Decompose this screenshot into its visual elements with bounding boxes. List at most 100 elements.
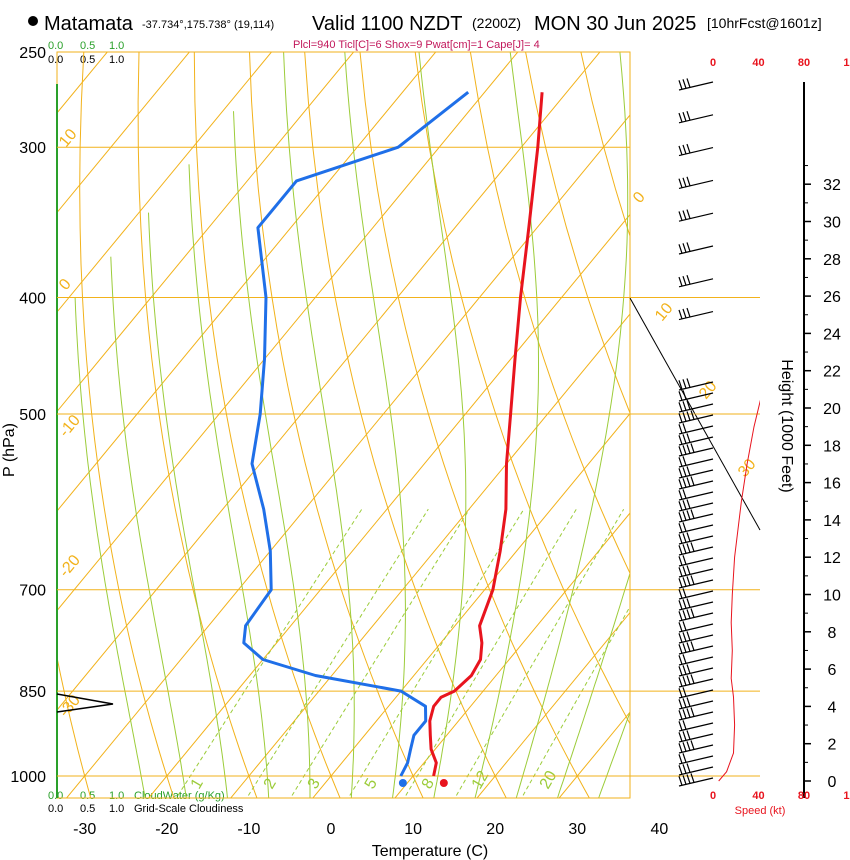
wind-barb: [678, 588, 714, 600]
wind-barb-flag: [686, 209, 691, 219]
dry-adiabat-10: [249, 52, 424, 798]
mixing-ratio-label-20: 20: [537, 768, 561, 792]
wind-barb: [678, 654, 714, 666]
wind-barb-staff: [678, 700, 714, 710]
height-label-22: 22: [823, 364, 841, 381]
wind-barb-flag: [686, 609, 691, 619]
dry-adiabat-40: [414, 52, 630, 725]
wind-barb-staff: [678, 678, 714, 688]
wind-barb-staff: [678, 491, 714, 501]
height-label-30: 30: [823, 215, 841, 232]
wind-barb-flag: [686, 532, 691, 542]
wind-barb-flag: [690, 641, 695, 651]
isotherm-label-7: 20: [696, 378, 721, 403]
wind-barb-staff: [678, 634, 714, 644]
wind-barb-flag: [682, 555, 687, 565]
wind-barb-staff: [678, 535, 714, 545]
wind-barb-flag: [682, 665, 687, 675]
wind-barb-flag: [682, 775, 687, 785]
wind-barb-staff: [678, 469, 714, 479]
pressure-tick-400: 400: [19, 290, 46, 307]
temp-tick-20: 20: [486, 821, 504, 838]
mixing-ratio-label-2: 2: [261, 776, 280, 792]
wind-barb-staff: [678, 425, 714, 435]
wind-barb-flag: [678, 435, 683, 445]
wind-barb-flag: [682, 412, 687, 422]
wind-barb-flag: [686, 510, 691, 520]
mixing-ratio-3: [289, 508, 470, 798]
wind-barb-flag: [682, 478, 687, 488]
temp-tick-10: 10: [404, 821, 422, 838]
pressure-tick-300: 300: [19, 140, 46, 157]
wind-barb-flag: [682, 621, 687, 631]
wind-barb: [678, 390, 714, 402]
cloudwater-bottom-0: 0.0: [48, 790, 63, 802]
profiles: [242, 91, 760, 787]
wind-barb-flag: [686, 543, 691, 553]
wind-barb-flag: [682, 456, 687, 466]
moist-adiabat-5: [283, 52, 355, 798]
wind-barb-staff: [678, 147, 714, 157]
wind-barb: [678, 697, 714, 710]
dewpoint-profile: [242, 91, 470, 777]
wind-barb-flag: [682, 210, 687, 220]
isotherm-40: [638, 31, 850, 802]
wind-barb-flag: [686, 444, 691, 454]
wind-barb-flag: [678, 479, 683, 489]
valid-time: Valid 1100 NZDT: [312, 13, 462, 35]
wind-barb-flag: [678, 699, 683, 709]
isotherm-grid: [57, 31, 850, 802]
wind-barb-flag: [682, 275, 687, 286]
wind-barb-flag: [682, 144, 687, 155]
wind-barb: [678, 275, 714, 288]
wind-barb: [678, 466, 714, 479]
dry-adiabat--30: [57, 654, 92, 798]
wind-barb-flag: [690, 509, 695, 519]
dry-adiabat-90: [691, 52, 850, 802]
wind-barb: [678, 176, 714, 189]
pressure-tick-250: 250: [19, 45, 46, 62]
wind-barb: [678, 542, 714, 556]
wind-barb-flag: [690, 707, 695, 717]
wind-barb-flag: [682, 610, 687, 620]
wind-barb-flag: [678, 611, 683, 621]
height-label-28: 28: [823, 252, 841, 269]
wind-barb-flag: [678, 413, 683, 423]
moist-adiabat-15: [418, 52, 467, 798]
wind-barb-flag: [682, 79, 687, 89]
wind-barb-flag: [686, 433, 691, 443]
cloudiness-bottom-1: 1.0: [109, 803, 124, 815]
height-label-0: 0: [828, 774, 837, 791]
wind-barb-staff: [678, 311, 714, 321]
wind-barb: [678, 400, 714, 413]
wind-barb-flag: [678, 710, 683, 720]
wind-barb-flag: [686, 576, 691, 586]
moist-adiabat--10: [148, 212, 228, 798]
wind-barb-flag: [678, 765, 683, 775]
isotherm-label-6: 10: [652, 300, 677, 325]
height-label-6: 6: [828, 662, 837, 679]
wind-barb-flag: [690, 476, 695, 486]
height-label-26: 26: [823, 289, 841, 306]
wind-barb-flag: [678, 644, 683, 654]
pressure-tick-850: 850: [19, 684, 46, 701]
wind-barb-flag: [682, 308, 687, 319]
wind-barb-flag: [678, 402, 683, 412]
wind-barb: [678, 664, 714, 677]
wind-barb-flag: [682, 500, 687, 510]
wind-barb: [678, 456, 714, 468]
height-label-20: 20: [823, 401, 841, 418]
moist-adiabat-0: [233, 111, 311, 798]
dry-adiabat-70: [580, 52, 630, 238]
y-axis-title: P (hPa): [1, 423, 18, 477]
pressure-tick-700: 700: [19, 583, 46, 600]
dry-adiabat-0: [193, 52, 341, 798]
wind-barb-flag: [682, 698, 687, 708]
wind-barb-staff: [678, 689, 714, 699]
location-coords: -37.734°,175.738° (19,114): [142, 19, 274, 31]
height-label-10: 10: [823, 588, 841, 605]
wind-barb-staff: [678, 645, 714, 655]
wind-barb: [678, 565, 714, 578]
